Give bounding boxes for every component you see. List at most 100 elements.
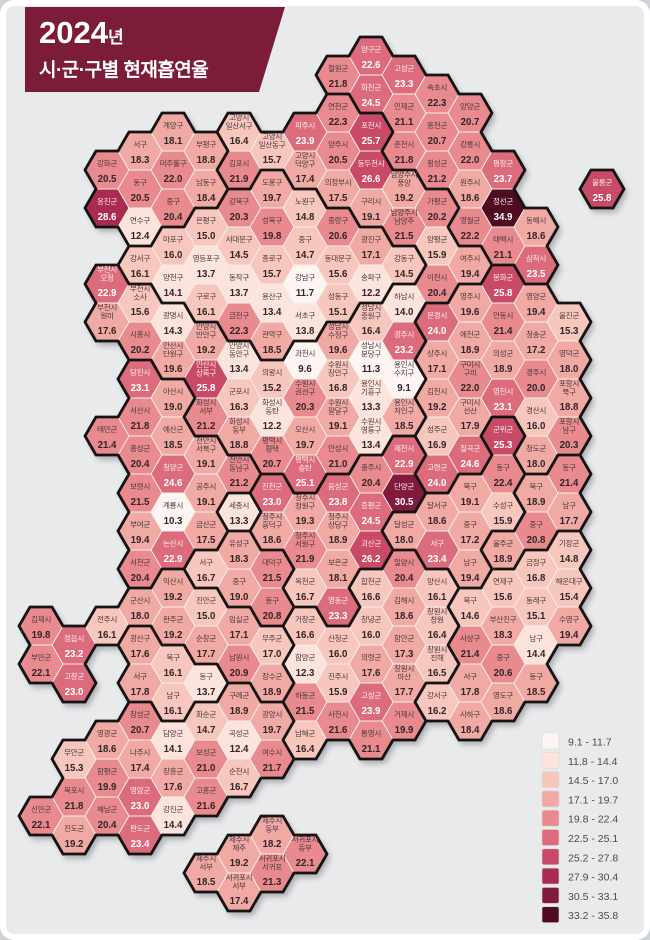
svg-text:13.4: 13.4 [230,364,249,375]
svg-text:남동구: 남동구 [196,178,216,187]
svg-text:18.2: 18.2 [263,839,282,850]
svg-text:22.0: 22.0 [461,383,480,394]
svg-text:15.6: 15.6 [494,592,513,603]
svg-text:23.8: 23.8 [329,497,348,508]
svg-text:송파구: 송파구 [361,273,381,282]
svg-text:동해시: 동해시 [526,215,546,225]
svg-text:해운대구: 해운대구 [556,576,583,586]
hex-label: 창원시 창원 16.4 [427,607,447,641]
hex-label: 양주시 20.5 [328,140,348,166]
svg-text:18.0: 18.0 [560,364,579,375]
svg-text:17.6: 17.6 [98,326,117,337]
svg-text:15.9: 15.9 [428,250,447,261]
hex-label: 청송군 17.2 [526,330,547,356]
svg-text:은평구: 은평구 [196,215,216,225]
svg-text:15.7: 15.7 [263,155,282,166]
svg-text:홍천군: 홍천군 [427,120,447,130]
svg-text:18.6: 18.6 [98,744,117,755]
hex-label: 옥천군 16.7 [295,576,316,603]
svg-text:20.2: 20.2 [131,345,150,356]
svg-text:횡성군: 횡성군 [427,158,447,168]
svg-text:15.6: 15.6 [131,307,150,318]
svg-text:부산진구: 부산진구 [490,614,517,624]
svg-text:안성시: 안성시 [328,443,348,453]
hex-label: 밀양시 20.4 [394,558,414,584]
hex-label: 보령시 21.5 [130,482,150,508]
svg-text:14.0: 14.0 [395,307,414,318]
svg-text:25.7: 25.7 [362,136,381,147]
hex-label: 평창군 23.7 [493,158,514,185]
svg-text:부여군: 부여군 [130,519,150,529]
svg-text:성북구: 성북구 [262,216,282,225]
svg-text:16.6: 16.6 [362,592,381,603]
svg-text:장흥군: 장흥군 [163,766,183,776]
hex-label: 양산시 16.1 [427,576,447,603]
svg-text:21.3: 21.3 [263,877,282,888]
hex-label: 영도구 18.6 [493,690,514,717]
svg-text:중구: 중구 [496,653,510,662]
svg-text:인제군: 인제군 [394,101,414,111]
hex-label: 서구 17.8 [131,672,150,698]
svg-text:12.4: 12.4 [131,231,150,242]
svg-text:관악구: 관악구 [262,329,282,339]
svg-text:15.7: 15.7 [263,269,282,280]
svg-text:17.9: 17.9 [461,421,480,432]
svg-text:15.1: 15.1 [527,611,546,622]
legend-item: 14.5 - 17.0 [541,771,618,788]
hex-label: 부산진구 18.3 [490,614,517,641]
svg-text:16.0: 16.0 [329,649,348,660]
svg-text:15.3: 15.3 [560,326,579,337]
svg-text:속초시: 속초시 [427,83,447,92]
hex-label: 함양군 12.3 [295,653,316,679]
svg-text:19.2: 19.2 [428,402,447,413]
hex-label: 동작구 13.7 [229,272,250,299]
svg-text:의성군: 의성군 [493,348,513,358]
hex-label: 청주시 서원구 21.9 [295,531,316,565]
hex-label: 평택시 송탄 25.1 [295,454,315,489]
svg-text:18.9: 18.9 [230,706,249,717]
svg-text:단양군: 단양군 [394,481,414,491]
hex-label: 칠곡군 24.6 [460,444,481,470]
hex-label: 봉화군 25.8 [493,273,514,299]
svg-text:16.5: 16.5 [428,668,447,679]
svg-text:진천군: 진천군 [262,481,282,491]
hex-label: 고양시 일산동구 15.7 [259,132,286,166]
svg-text:강서구: 강서구 [130,253,150,263]
svg-text:밀양시: 밀양시 [394,558,414,567]
hex-label: 서구 23.4 [428,539,447,565]
hex-label: 중구 17.2 [461,520,480,546]
svg-text:18.0: 18.0 [131,611,150,622]
hex-label: 고창군 23.0 [64,672,85,698]
svg-text:수영구: 수영구 [559,614,579,624]
hex-label: 동래구 15.1 [526,596,547,622]
svg-text:양구군: 양구군 [361,45,381,54]
svg-text:13.3: 13.3 [230,516,249,527]
svg-text:17.1: 17.1 [428,364,447,375]
hex-label: 춘천시 21.8 [394,139,414,166]
svg-text:태백시: 태백시 [493,234,513,244]
svg-text:동구: 동구 [529,672,543,681]
svg-text:19.4: 19.4 [560,630,579,641]
hex-label: 성주군 16.9 [427,425,448,451]
svg-text:19.1: 19.1 [362,212,381,223]
svg-text:고흥군: 고흥군 [196,785,216,795]
svg-text:양주시: 양주시 [328,140,348,149]
svg-text:계룡시: 계룡시 [163,500,183,510]
hex-label: 천안시 서북구 19.1 [196,435,217,470]
hex-label: 중구 14.7 [296,235,315,261]
svg-text:18.8: 18.8 [197,155,216,166]
svg-text:13.4: 13.4 [362,440,381,451]
hex-label: 강동구 14.5 [394,253,415,280]
svg-text:17.2: 17.2 [527,345,546,356]
svg-text:26.6: 26.6 [362,174,381,185]
hex-label: 문경시 24.0 [427,310,447,337]
svg-text:영주시: 영주시 [460,291,480,301]
svg-text:22.0: 22.0 [461,155,480,166]
svg-text:거창군: 거창군 [295,615,315,624]
svg-text:22.9: 22.9 [164,554,183,565]
hex-label: 거창군 16.6 [295,615,316,641]
hex-label: 철원군 21.8 [328,63,349,90]
svg-text:정읍시: 정읍시 [64,633,84,643]
